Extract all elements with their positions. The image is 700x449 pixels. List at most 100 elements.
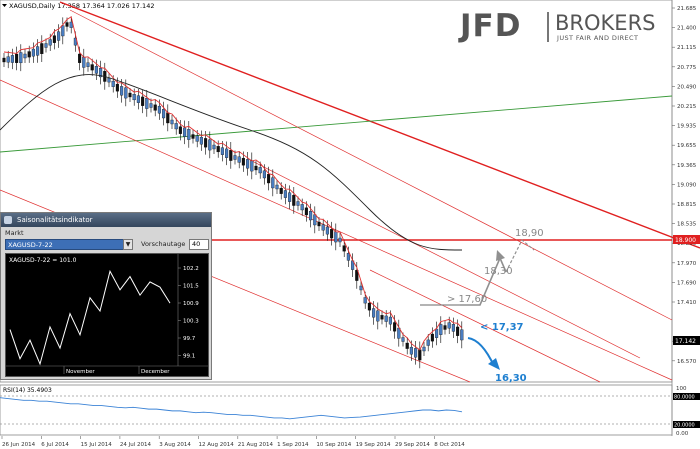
target-mid-label: 18,30 [484,266,513,277]
candle-body [414,348,418,358]
seasonal-tick-label: 99.1 [183,354,195,360]
candle-body [170,119,174,125]
candle-body [300,204,304,211]
channel-line-bottom [369,269,601,383]
price-tick-label: 17.970 [677,261,697,267]
candle-body [338,237,342,243]
target-dashed-arrow [505,239,535,273]
candle-body [157,105,161,114]
candle-body [233,155,237,160]
chevron-down-icon[interactable]: ▼ [123,239,133,250]
projection-arrows [460,239,535,370]
candle-body [225,148,229,158]
candle-body [107,77,111,83]
rsi-tick-20-box [673,421,700,428]
candle-body [2,57,6,63]
time-axis: 26 Jun 2014 6 Jul 2014 15 Jul 2014 24 Jul 2… [1,436,465,448]
candle-body [69,21,73,28]
candle-body [250,160,254,172]
breakout-arrowhead [496,250,505,261]
price-tick-label: 20.490 [677,84,697,90]
candle-body [321,224,325,231]
candle-body [204,138,208,148]
target-low-label: 16,30 [495,373,527,384]
candle-body [174,123,178,130]
candle-body [153,104,157,111]
time-tick-label: 26 Jun 2014 [2,442,36,448]
time-tick-label: 19 Sep 2014 [356,442,391,448]
price-tick-label: 21.400 [677,26,697,32]
long-term-uptrend-line [0,95,673,153]
candle-body [292,194,296,206]
candle-body [162,109,166,119]
seasonal-x-label-november: November [66,369,95,375]
candle-body [246,159,250,169]
candle-body [99,67,103,78]
candle-body [90,64,94,71]
candle-body [447,322,451,329]
candle-body [31,48,35,57]
candle-body [258,167,262,174]
rsi-tick-20: 20.0000 [674,423,695,429]
breakout-label: > 17,60 [447,294,487,305]
logo-tagline: JUST FAIR AND DIRECT [556,34,638,42]
time-tick-label: 29 Sep 2014 [395,442,430,448]
candle-body [409,346,413,355]
fast-moving-average [3,16,463,351]
market-select[interactable]: XAGUSD-7-22 [5,239,133,250]
breakout-arrow [460,255,507,306]
seasonal-tick-label: 100.9 [183,301,199,307]
candle-body [451,324,455,332]
candle-body [61,25,65,37]
candle-body [57,31,61,41]
current-price-label: 17.142 [675,338,696,345]
seasonality-panel[interactable]: Saisonalitätsindikator Markt XAGUSD-7-22… [0,212,212,380]
candle-body [36,46,40,56]
symbol-header: XAGUSD,Daily 17.358 17.364 17.026 17.142 [9,2,154,10]
breakdown-label: < 17,37 [480,322,524,333]
candle-body [262,170,266,179]
panel-titlebar[interactable]: Saisonalitätsindikator [1,213,211,227]
candle-body [145,98,149,109]
candle-body [44,43,48,48]
panel-app-icon [4,216,12,224]
candle-body [52,35,56,43]
candle-body [10,55,14,63]
candle-body [426,339,430,346]
candle-body [136,95,140,103]
header-dropdown-icon[interactable] [2,4,7,7]
candle-body [212,144,216,150]
candle-body [304,207,308,216]
panel-title: Saisonalitätsindikator [17,216,93,224]
candle-body [166,112,170,124]
price-tick-label: 17.410 [677,300,697,306]
candle-body [48,39,52,46]
candle-body [296,201,300,206]
candle-body [346,253,350,261]
seasonal-axis-ticks: 102.2 101.5 100.9 100.3 99.7 99.1 [178,266,199,360]
candle-body [40,43,44,55]
price-tick-label: 18.535 [677,222,697,228]
candle-body [6,56,10,63]
lookahead-input[interactable]: 40 [189,239,209,250]
seasonal-line [9,269,171,366]
jfd-logo: JFD BROKERS JUST FAIR AND DIRECT [458,8,656,44]
seasonal-plot: XAGUSD-7-22 = 101.0 November December 10… [5,253,209,377]
seasonal-tick-label: 102.2 [183,266,199,272]
candle-body [237,156,241,163]
candle-body [376,310,380,322]
candle-body [15,53,19,63]
candle-body [309,211,313,221]
seasonal-x-label-december: December [141,369,170,375]
price-tick-label: 17.690 [677,280,697,286]
candle-body [325,226,329,235]
candle-body [27,51,31,58]
candle-body [178,126,182,134]
candle-body [149,103,153,108]
price-tick-label: 19.655 [677,143,697,149]
candle-body [355,270,359,281]
logo-brokers: BROKERS [555,11,656,35]
main-downtrend-line [59,1,700,249]
price-tick-label: 18.815 [677,202,697,208]
